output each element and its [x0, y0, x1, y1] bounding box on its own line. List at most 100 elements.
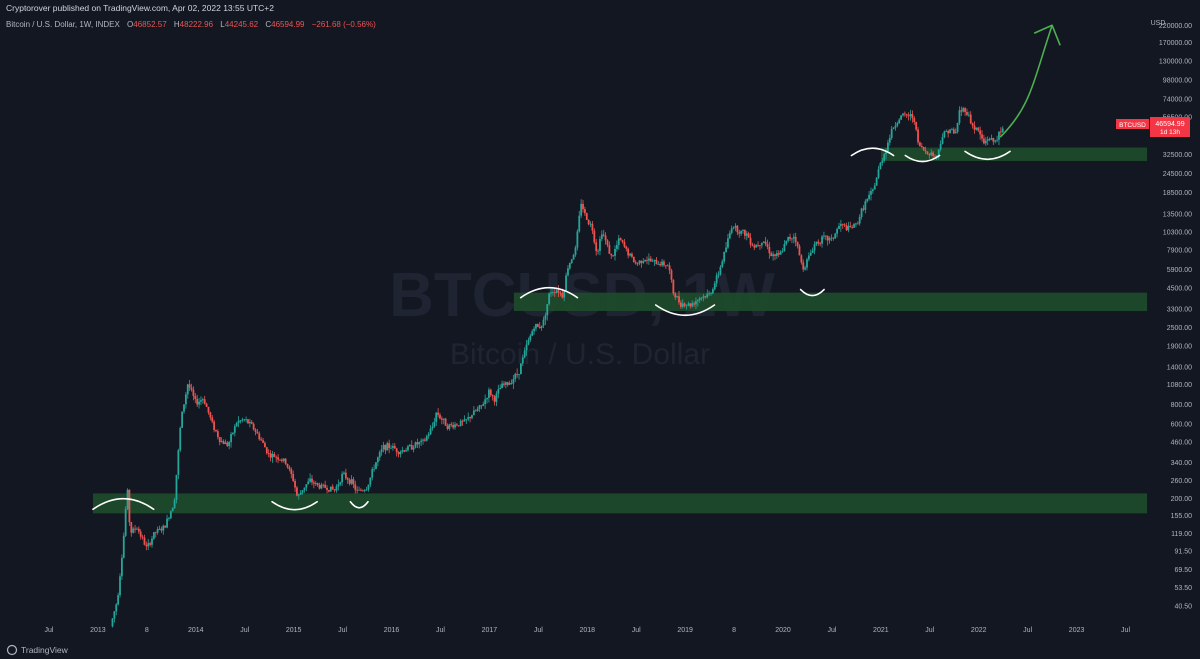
price-tick-label: 119.00 [1171, 531, 1192, 538]
candle-body [563, 290, 566, 298]
time-tick-label: Jul [632, 627, 641, 634]
candle-body [401, 450, 404, 452]
candle-body [687, 303, 690, 306]
candle-body [152, 532, 155, 539]
candle-body [145, 544, 148, 547]
candle-body [640, 260, 643, 263]
candle-body [256, 431, 259, 434]
candle-body [344, 472, 347, 479]
candle-body [856, 223, 859, 225]
candle-body [738, 232, 741, 234]
tag-symbol-box [1116, 119, 1149, 129]
candle-body [495, 393, 498, 402]
candle-body [544, 315, 547, 320]
candle-body [619, 238, 622, 241]
candle-body [499, 388, 502, 390]
candle-body [467, 417, 470, 420]
candle-body [271, 453, 274, 458]
candle-body [653, 259, 656, 261]
candle-body [117, 595, 120, 605]
candle-body [659, 264, 662, 266]
candle-body [873, 185, 876, 190]
candle-body [119, 576, 121, 596]
candle-body [169, 511, 172, 519]
change-value: −261.68 (−0.56%) [312, 20, 376, 29]
candle-body [928, 154, 931, 156]
candle-body [757, 244, 759, 246]
candle-body [642, 261, 645, 263]
candle-body [164, 525, 167, 528]
candle-body [262, 440, 264, 443]
candle-body [983, 138, 985, 144]
candle-body [612, 255, 615, 257]
candle-body [760, 242, 763, 246]
price-tick-label: 460.00 [1171, 440, 1193, 447]
candle-body [578, 215, 581, 232]
candle-body [335, 486, 338, 491]
candle-body [655, 259, 658, 265]
open-value: 46852.57 [133, 20, 167, 29]
time-tick-label: Jul [1023, 627, 1032, 634]
candle-body [491, 395, 494, 397]
candle-body [766, 243, 769, 247]
price-axis[interactable]: USD 220000.00 170000.00 130000.00 98000.00 7… [1151, 20, 1192, 611]
candle-body [264, 442, 266, 448]
candle-body [879, 162, 882, 170]
candle-body [668, 265, 671, 271]
candle-body [399, 451, 402, 455]
candle-body [113, 611, 116, 619]
annotation-arc-bottom-2 [271, 500, 318, 511]
candle-body [252, 423, 255, 430]
candle-body [267, 453, 270, 454]
time-axis[interactable]: Jul 2013 8 2014 Jul 2015 Jul 2016 Jul 2017 Jul 2018… [44, 627, 1130, 634]
candle-body [706, 293, 709, 298]
candle-body [228, 442, 231, 446]
candle-body [286, 463, 289, 468]
candle-body [696, 300, 699, 302]
candle-body [162, 525, 165, 531]
candle-body [947, 131, 950, 134]
candle-body [179, 427, 182, 451]
candle-body [361, 490, 364, 492]
candle-body [358, 489, 360, 491]
candle-body [606, 240, 609, 246]
candle-body [775, 253, 778, 256]
candle-body [800, 255, 803, 263]
candle-body [471, 415, 473, 419]
candle-body [838, 225, 840, 229]
candle-body [589, 223, 592, 225]
candle-body [365, 489, 368, 491]
time-tick-label: 2022 [971, 627, 987, 634]
candle-body [862, 208, 865, 210]
candle-body [681, 303, 684, 307]
candle-body [132, 528, 135, 533]
candle-body [158, 528, 161, 530]
candle-body [380, 449, 383, 453]
candle-body [373, 468, 375, 470]
candle-body [728, 232, 731, 239]
candle-body [791, 238, 793, 240]
candle-body [896, 123, 899, 126]
candle-body [371, 469, 374, 478]
candle-body [410, 445, 413, 450]
candle-body [828, 238, 831, 241]
candle-body [446, 425, 449, 429]
price-tick-label: 340.00 [1171, 460, 1193, 467]
candle-body [634, 262, 637, 264]
candle-body [585, 213, 588, 220]
currency-label: USD [1151, 20, 1166, 27]
candle-body [312, 482, 315, 484]
candle-body [849, 225, 852, 228]
candle-body [734, 225, 737, 228]
candle-body [412, 447, 415, 450]
candle-body [924, 150, 927, 152]
candle-body [789, 236, 791, 239]
candle-body [582, 203, 584, 210]
candle-body [452, 425, 455, 428]
projection-arrow-head [1033, 24, 1061, 46]
candle-body [937, 149, 940, 156]
candle-body [999, 131, 1002, 133]
candle-body [476, 408, 479, 411]
